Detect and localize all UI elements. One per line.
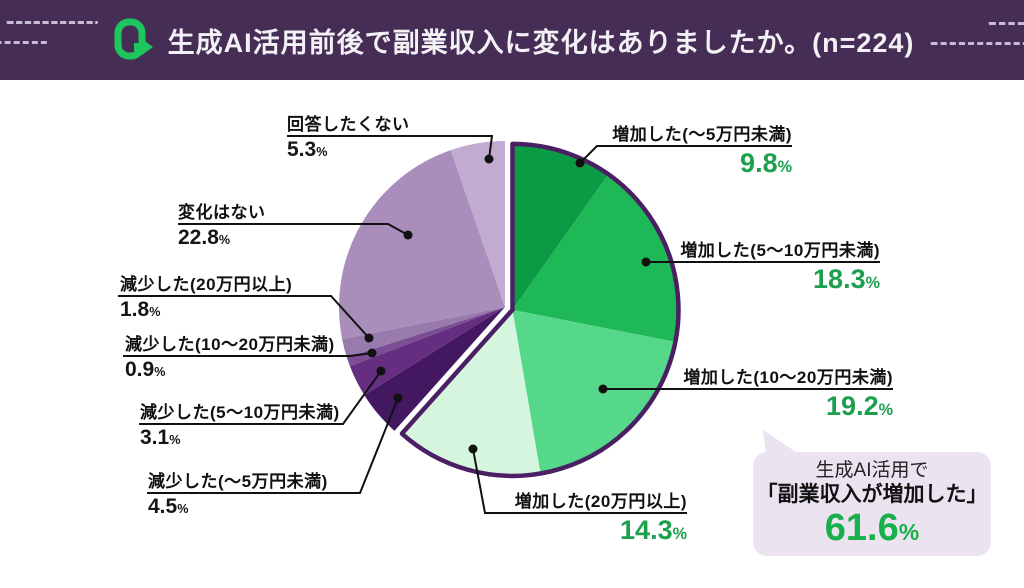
decorative-dashes-left-bottom bbox=[0, 41, 48, 44]
decorative-dashes-right-top bbox=[988, 22, 1024, 25]
pie-slice bbox=[346, 307, 505, 367]
callout-percentage: 61.6% bbox=[824, 506, 920, 549]
pie-slice bbox=[450, 141, 505, 307]
pie-slice bbox=[512, 143, 609, 310]
leader-line bbox=[579, 145, 792, 164]
leader-line bbox=[123, 352, 373, 357]
pie-slice bbox=[512, 174, 679, 342]
leader-dot bbox=[403, 230, 413, 240]
pie-slice bbox=[342, 307, 505, 358]
decorative-dashes-right-bottom bbox=[930, 42, 1024, 45]
leader-dot bbox=[376, 366, 386, 376]
leader-dot bbox=[641, 257, 651, 267]
leader-line bbox=[287, 135, 494, 160]
chart-question-title: 生成AI活用前後で副業収入に変化はありましたか。(n=224) bbox=[167, 27, 915, 58]
pie-slice bbox=[512, 309, 676, 474]
leader-line bbox=[139, 370, 382, 425]
leader-line bbox=[178, 223, 409, 236]
decorative-dashes-left-top bbox=[6, 21, 98, 24]
leader-line bbox=[147, 397, 399, 494]
leader-line bbox=[472, 448, 687, 514]
leader-dot bbox=[484, 154, 494, 164]
highlight-group-outline bbox=[399, 141, 681, 479]
pie-slice bbox=[338, 150, 505, 340]
callout-line1: 生成AI活用で bbox=[815, 460, 929, 482]
summary-callout-bubble: 生成AI活用で 「副業収入が増加した」 61.6% bbox=[753, 452, 991, 556]
callout-line2: 「副業収入が増加した」 bbox=[756, 483, 988, 507]
leader-dot bbox=[575, 158, 585, 168]
leader-dot bbox=[393, 393, 403, 403]
leader-dot bbox=[598, 384, 608, 394]
pie-slice bbox=[349, 307, 505, 396]
pie-slice bbox=[401, 309, 541, 476]
header-banner: 生成AI活用前後で副業収入に変化はありましたか。(n=224) bbox=[0, 0, 1024, 80]
leader-dot bbox=[468, 444, 478, 454]
leader-line bbox=[118, 295, 370, 339]
brand-q-arrow-logo-icon bbox=[114, 18, 153, 60]
leader-dot bbox=[364, 333, 374, 343]
leader-dot bbox=[367, 348, 377, 358]
